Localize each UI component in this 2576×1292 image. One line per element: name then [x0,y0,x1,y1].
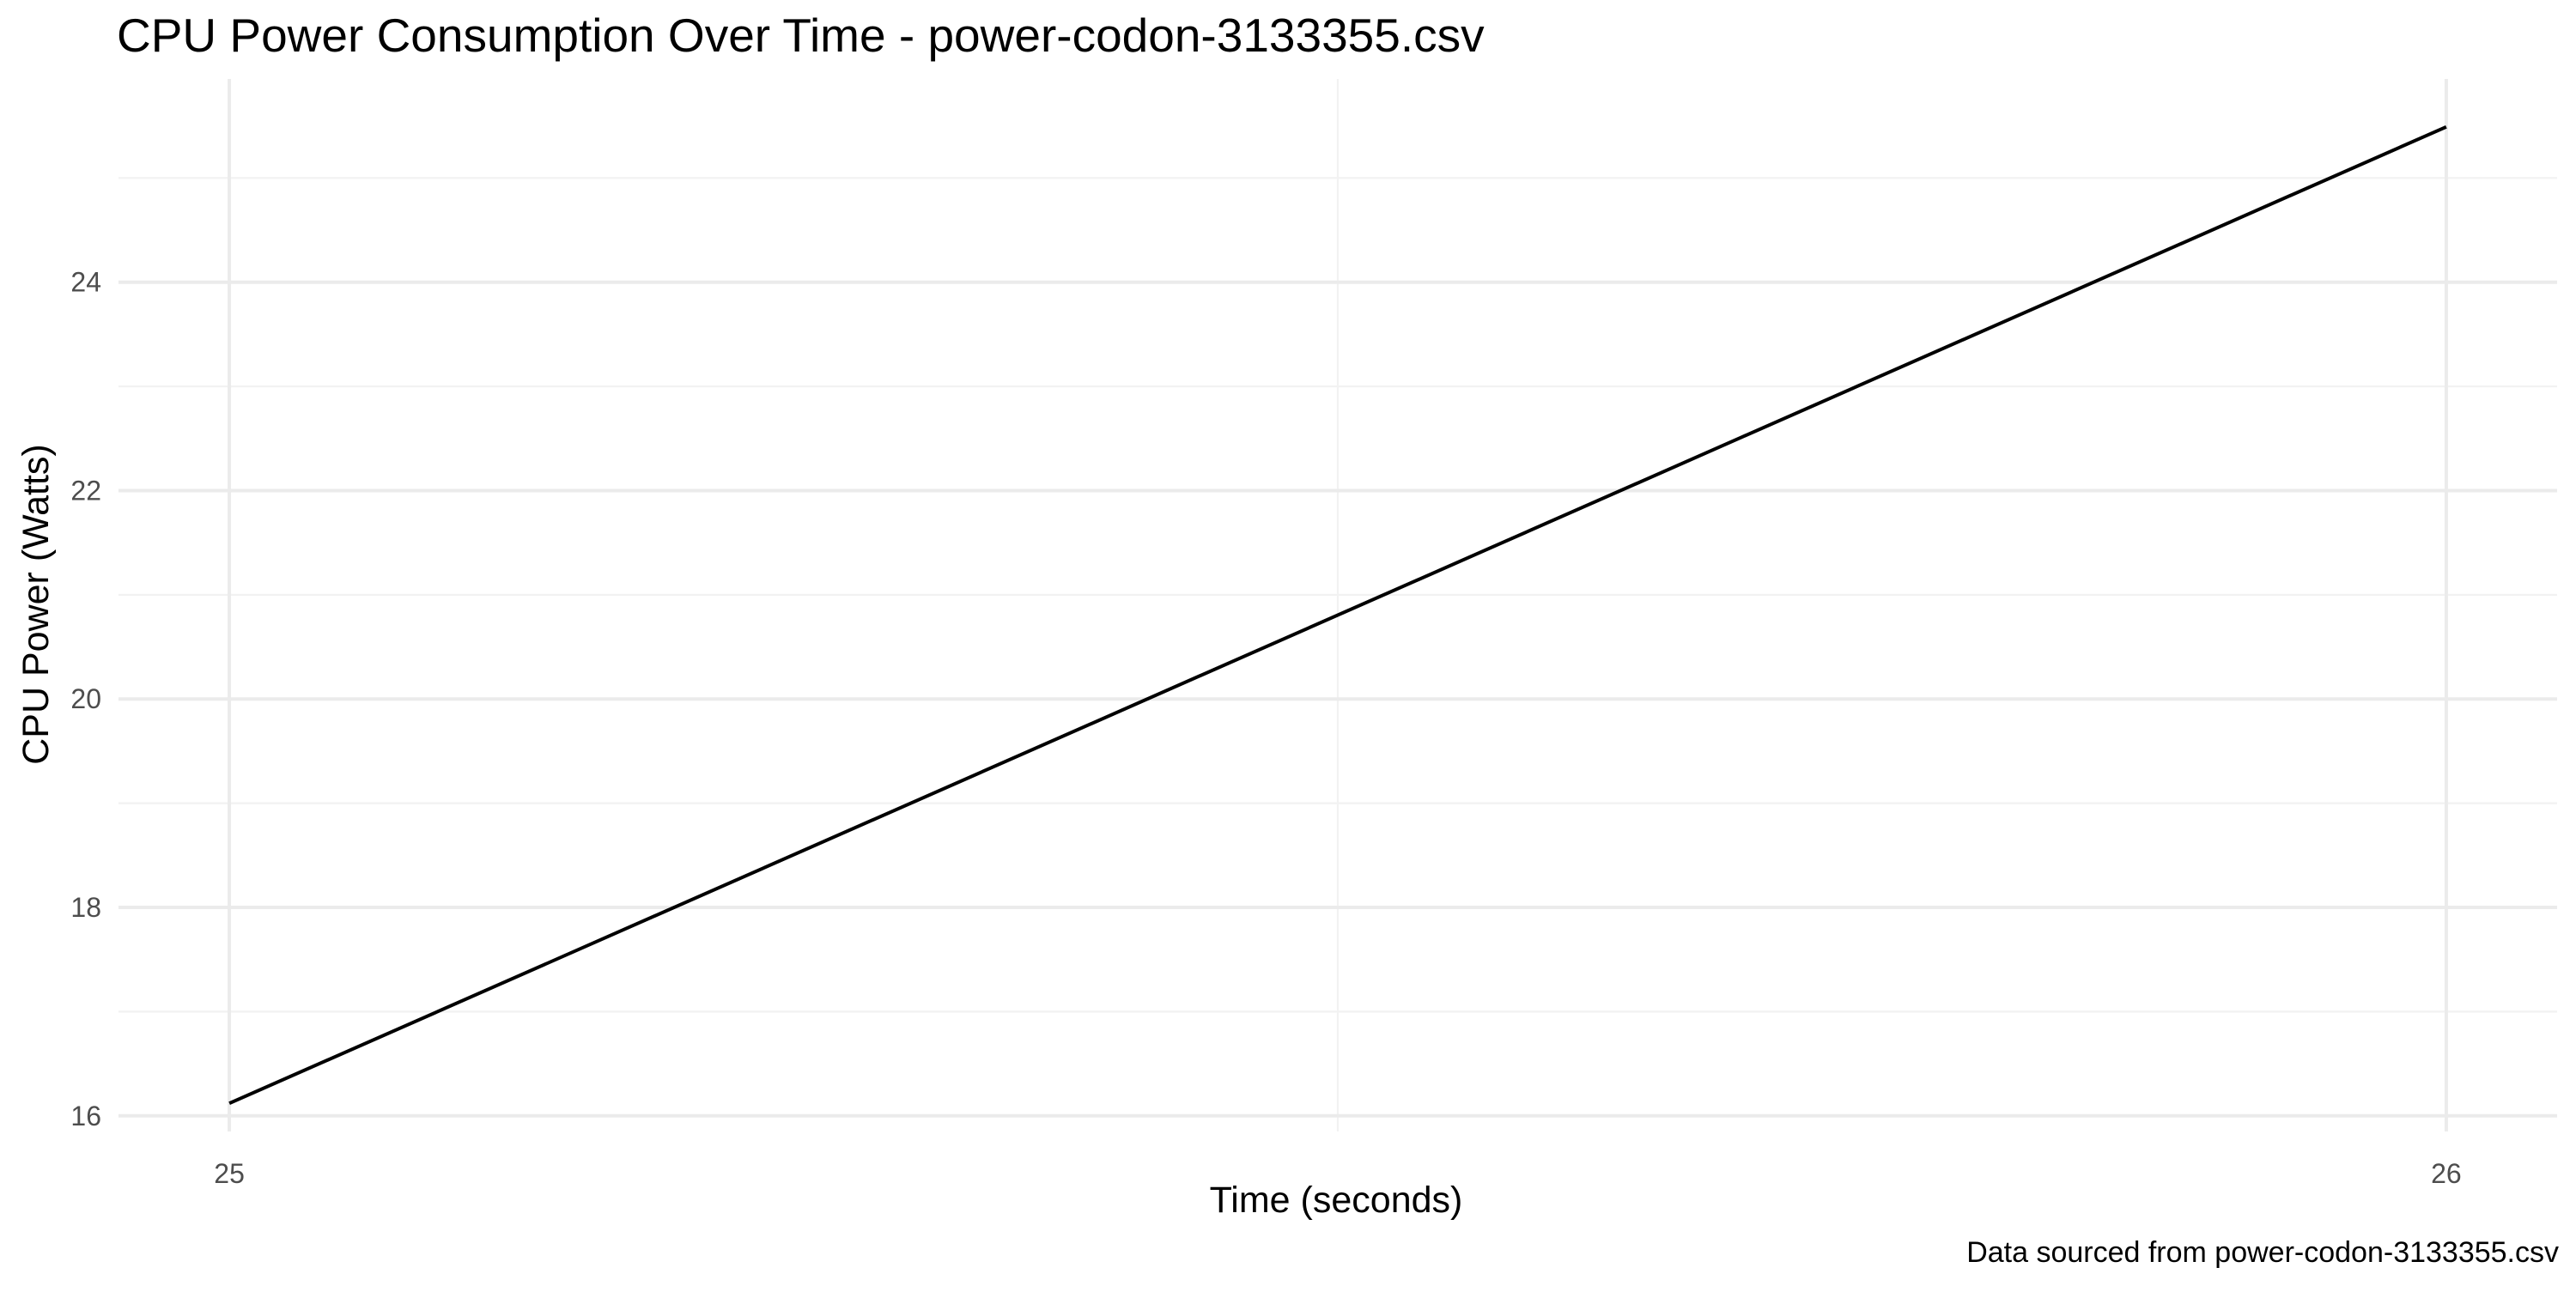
grid [118,79,2557,1131]
y-tick-label: 18 [70,892,101,923]
y-axis-title: CPU Power (Watts) [15,444,57,765]
x-tick-label: 26 [2431,1158,2462,1189]
y-tick-label: 22 [70,475,101,506]
tick-labels: 16 18 20 22 24 25 26 [70,267,2461,1189]
chart-caption: Data sourced from power-codon-3133355.cs… [1966,1236,2559,1269]
x-axis-title: Time (seconds) [1210,1180,1463,1221]
y-tick-label: 20 [70,683,101,714]
series-layer [228,124,2447,1106]
x-tick-label: 25 [214,1158,245,1189]
y-tick-label: 16 [70,1101,101,1131]
series-line [228,124,2447,1106]
y-tick-label: 24 [70,267,101,298]
chart-title: CPU Power Consumption Over Time - power-… [117,9,1485,62]
